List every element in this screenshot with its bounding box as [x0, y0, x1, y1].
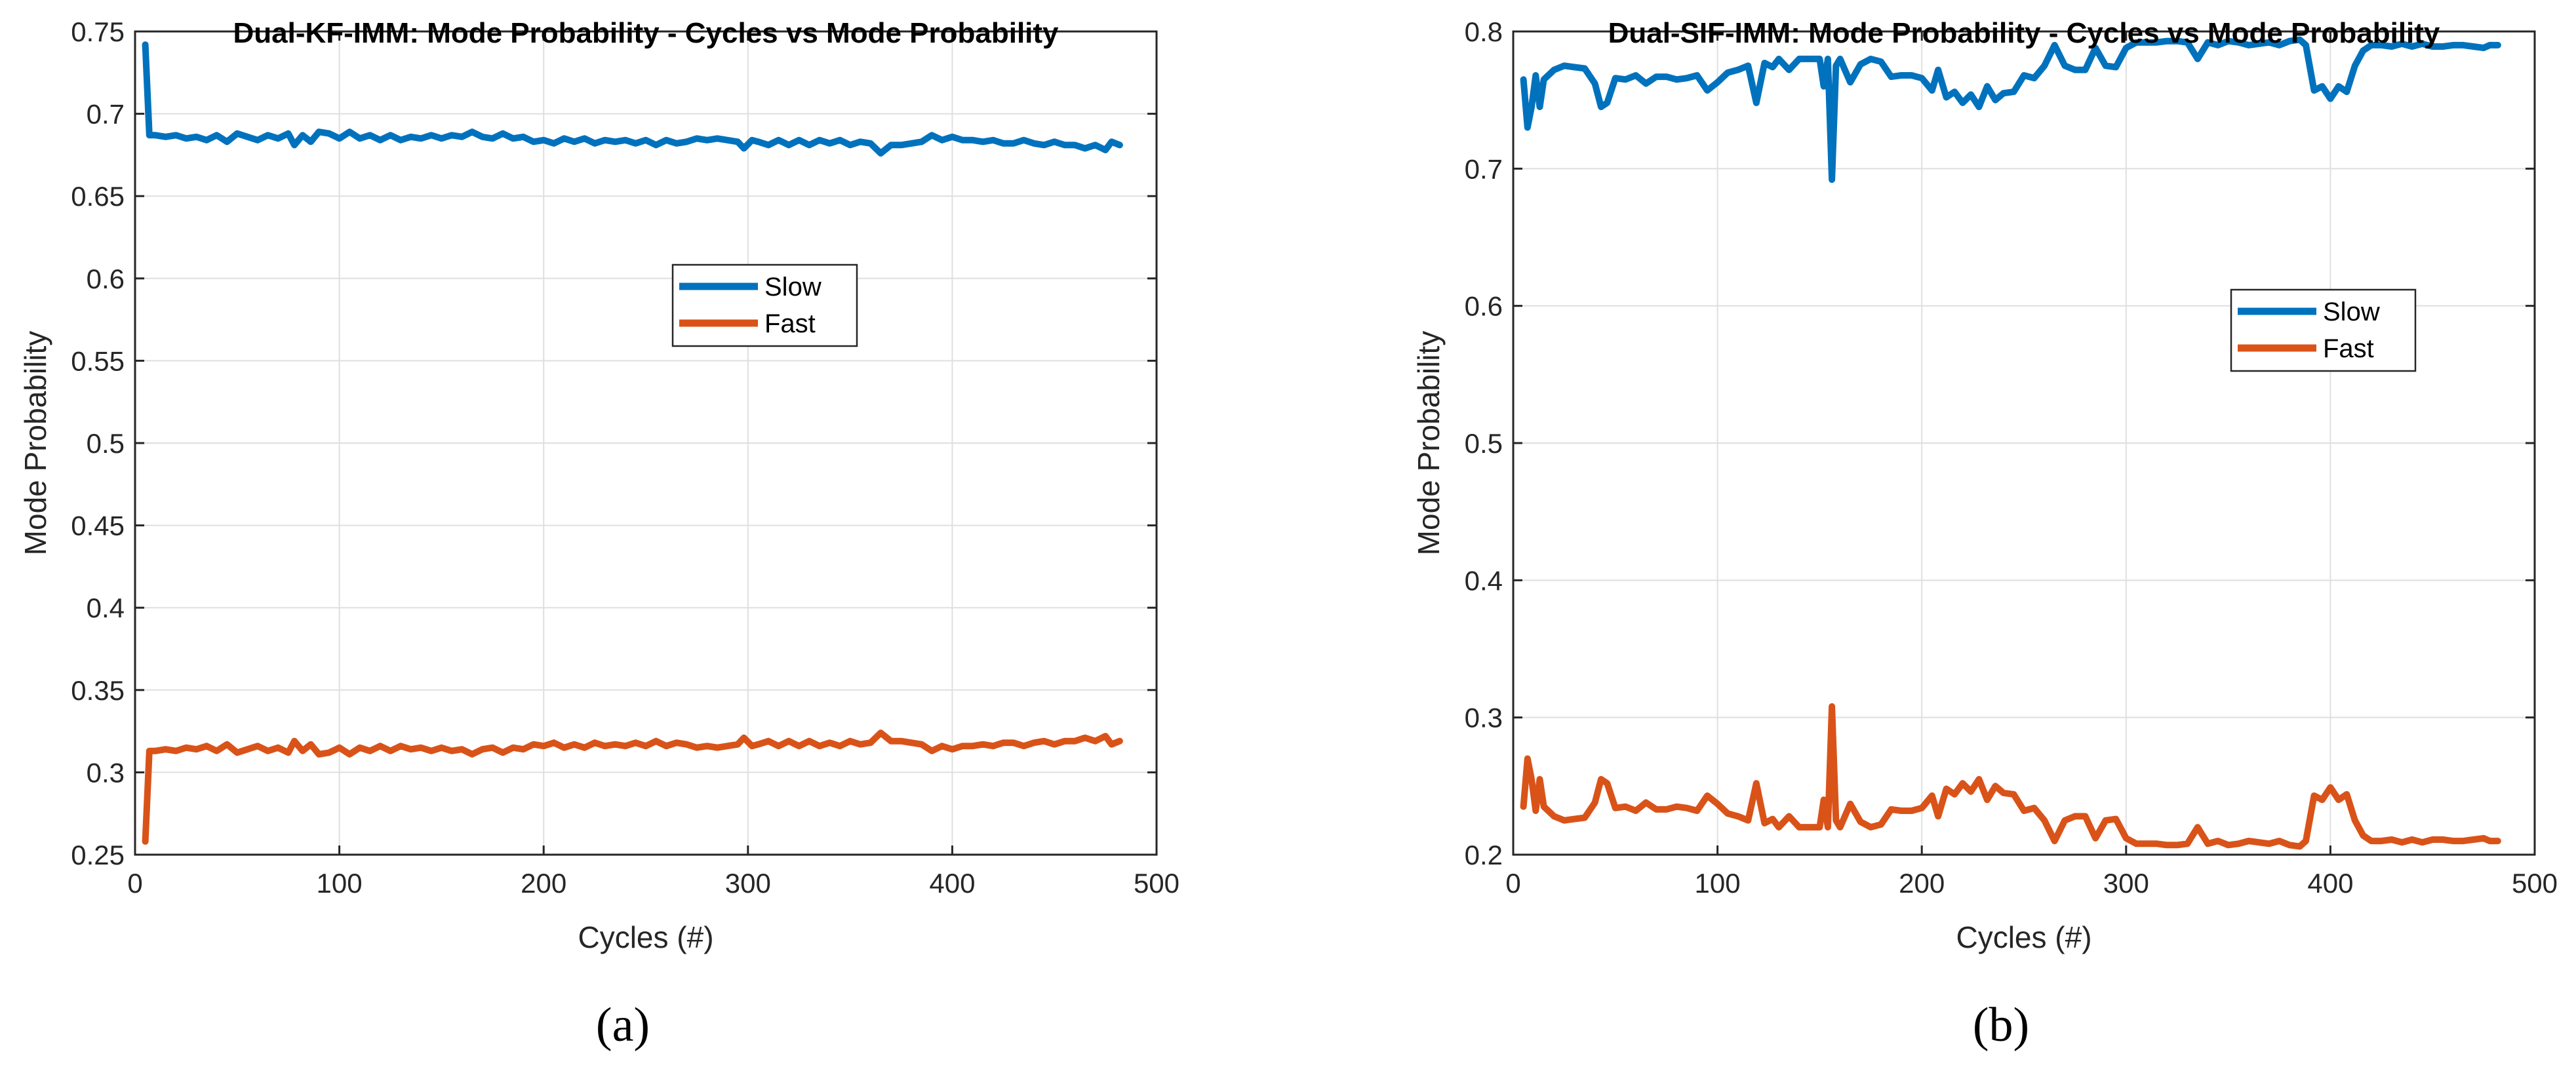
y-tick-label: 0.8 [1465, 16, 1503, 47]
y-tick-label: 0.7 [1465, 153, 1503, 184]
x-axis-label: Cycles (#) [1956, 920, 2091, 954]
legend: Slow Fast [2230, 288, 2417, 372]
y-tick-label: 0.7 [87, 99, 125, 130]
y-tick-label: 0.5 [87, 428, 125, 459]
y-tick-label: 0.3 [87, 757, 125, 788]
y-tick-label: 0.6 [1465, 291, 1503, 322]
y-tick-labels: 0.2 0.3 0.4 0.5 0.6 0.7 0.8 [1465, 16, 2535, 870]
y-tick-label: 0.6 [87, 263, 125, 294]
x-tick-label: 100 [317, 868, 363, 899]
series-line-slow [1520, 36, 2501, 184]
x-tick-label: 400 [929, 868, 975, 899]
y-tick-label: 0.25 [71, 840, 125, 870]
caption-a: (a) [596, 998, 650, 1052]
x-tick-label: 200 [1899, 868, 1945, 899]
legend-label-fast: Fast [764, 309, 816, 338]
x-tick-label: 300 [2103, 868, 2149, 899]
series-line-fast [1520, 703, 2501, 850]
series-group [1520, 36, 2501, 850]
chart-title: Dual-KF-IMM: Mode Probability - Cycles v… [233, 17, 1059, 49]
x-axis-label: Cycles (#) [578, 920, 713, 954]
caption-b: (b) [1973, 998, 2029, 1052]
y-tick-label: 0.4 [1465, 565, 1503, 596]
x-tick-label: 100 [1695, 868, 1741, 899]
legend-label-slow: Slow [764, 273, 822, 301]
x-tick-label: 500 [1134, 868, 1179, 899]
y-tick-label: 0.4 [87, 593, 125, 623]
y-tick-label: 0.75 [71, 16, 125, 47]
series-group [142, 41, 1123, 845]
y-axis-label: Mode Probability [1412, 331, 1446, 556]
legend-box [671, 263, 858, 347]
legend-label-fast: Fast [2323, 334, 2374, 363]
x-tick-label: 0 [127, 868, 142, 899]
x-tick-label: 400 [2307, 868, 2353, 899]
series-line-fast [142, 729, 1123, 845]
legend-label-slow: Slow [2323, 298, 2380, 326]
chart-title: Dual-SIF-IMM: Mode Probability - Cycles … [1608, 17, 2440, 49]
y-tick-labels: 0.25 0.3 0.35 0.4 0.45 0.5 0.55 0.6 0.65 0.7 0.75 [71, 16, 1157, 870]
y-tick-label: 0.55 [71, 345, 125, 376]
legend-box [2230, 288, 2417, 372]
legend: Slow Fast [671, 263, 858, 347]
y-tick-label: 0.5 [1465, 428, 1503, 459]
x-tick-label: 300 [725, 868, 771, 899]
x-tick-labels: 0 100 200 300 400 500 [127, 31, 1179, 899]
y-tick-label: 0.65 [71, 181, 125, 212]
series-line-slow [142, 41, 1123, 157]
y-tick-label: 0.2 [1465, 840, 1503, 870]
y-axis-label: Mode Probability [18, 331, 52, 556]
chart-a: 0 100 200 300 400 500 0.250.30.350.40.450.50.… [18, 16, 1179, 954]
x-tick-label: 200 [521, 868, 566, 899]
x-tick-label: 0 [1505, 868, 1520, 899]
y-tick-label: 0.45 [71, 511, 125, 541]
y-tick-label: 0.3 [1465, 703, 1503, 733]
x-tick-label: 500 [2512, 868, 2558, 899]
y-tick-label: 0.35 [71, 675, 125, 706]
chart-b: 0 100 200 300 400 500 0.2 0.3 0.4 0.5 0.6 0.7 0.8 D… [1412, 16, 2558, 954]
grid [135, 31, 1157, 855]
x-tick-labels: 0 100 200 300 400 500 [1505, 31, 2558, 899]
